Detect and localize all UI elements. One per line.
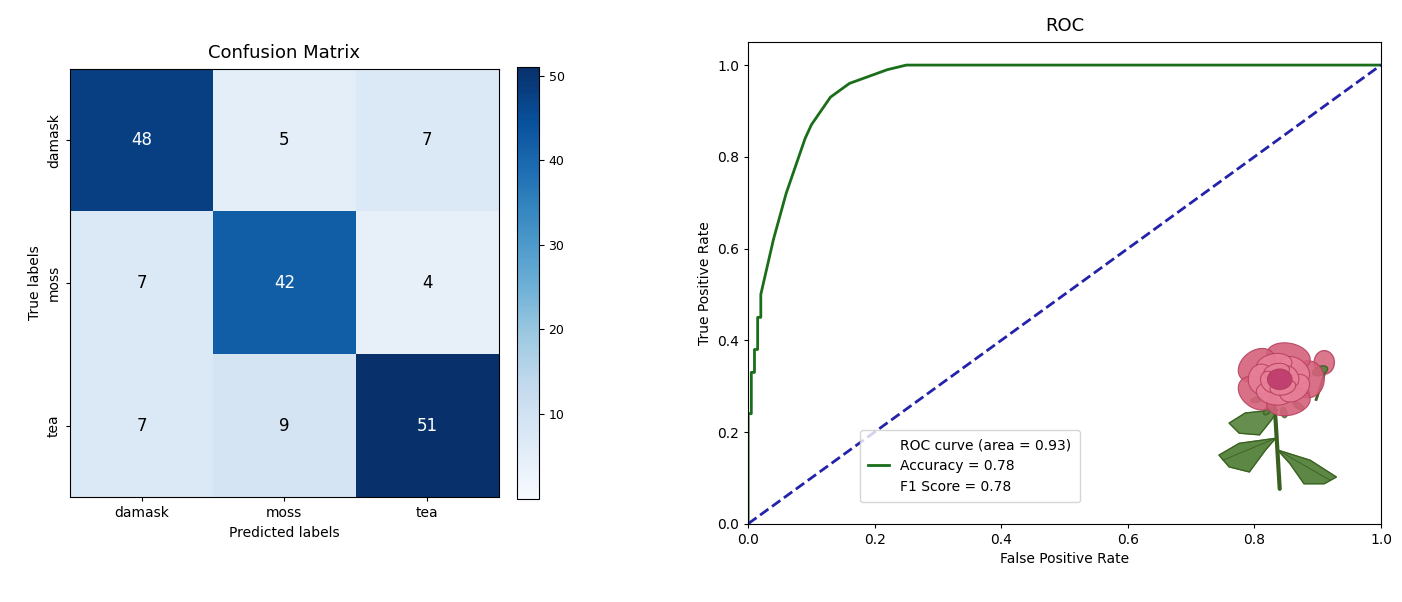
- Text: 7: 7: [136, 274, 147, 292]
- Text: 51: 51: [416, 417, 437, 435]
- Y-axis label: True Positive Rate: True Positive Rate: [698, 221, 712, 345]
- Text: 48: 48: [130, 131, 151, 149]
- Text: 4: 4: [422, 274, 432, 292]
- Text: 7: 7: [422, 131, 432, 149]
- Text: 7: 7: [136, 417, 147, 435]
- Legend: ROC curve (area = 0.93), Accuracy = 0.78, F1 Score = 0.78: ROC curve (area = 0.93), Accuracy = 0.78…: [859, 430, 1080, 502]
- Text: 42: 42: [273, 274, 294, 292]
- Title: ROC: ROC: [1044, 17, 1084, 35]
- Text: 9: 9: [279, 417, 290, 435]
- X-axis label: False Positive Rate: False Positive Rate: [1000, 552, 1129, 566]
- Text: 5: 5: [279, 131, 290, 149]
- Title: Confusion Matrix: Confusion Matrix: [209, 43, 360, 61]
- Y-axis label: True labels: True labels: [28, 246, 42, 320]
- X-axis label: Predicted labels: Predicted labels: [229, 526, 339, 540]
